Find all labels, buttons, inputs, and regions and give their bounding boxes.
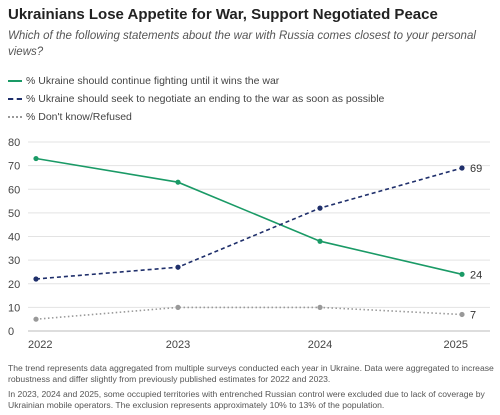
y-tick-label: 0: [8, 326, 14, 338]
legend-item: % Don't know/Refused: [8, 108, 384, 126]
series-line: [35, 167, 463, 280]
legend-swatch-dotted: [8, 116, 22, 118]
data-point: [317, 304, 323, 310]
y-tick-label: 30: [8, 255, 20, 267]
data-point: [459, 271, 465, 277]
data-point: [33, 155, 39, 162]
data-point: [175, 264, 181, 270]
x-tick-label: 2025: [444, 339, 468, 351]
legend-swatch-solid: [8, 80, 22, 82]
legend-label: % Ukraine should continue fighting until…: [26, 75, 280, 87]
series-line: [35, 157, 463, 276]
chart-title: Ukrainians Lose Appetite for War, Suppor…: [8, 6, 438, 23]
y-tick-label: 20: [8, 279, 20, 291]
x-tick-label: 2022: [28, 339, 52, 351]
y-tick-label: 50: [8, 208, 20, 220]
y-tick-label: 70: [8, 161, 20, 173]
data-point: [33, 316, 39, 322]
chart-subtitle: Which of the following statements about …: [8, 30, 476, 58]
data-point: [175, 304, 181, 310]
y-tick-label: 40: [8, 232, 20, 244]
legend-swatch-dashed: [8, 98, 22, 100]
legend-label: % Ukraine should seek to negotiate an en…: [26, 93, 385, 105]
y-tick-label: 10: [8, 302, 20, 314]
data-point: [459, 165, 465, 171]
line-chart: 0 10 20 30 40 50 60 70 80 2022 2023 2024 2025 24 69 7: [8, 137, 490, 351]
legend-item: % Ukraine should continue fighting until…: [8, 72, 384, 90]
data-point: [317, 238, 323, 244]
note-2: In 2023, 2024 and 2025, some occupied te…: [8, 389, 485, 410]
data-point: [175, 179, 181, 185]
data-point: [317, 205, 323, 211]
end-label: 69: [470, 163, 482, 175]
legend: % Ukraine should continue fighting until…: [8, 72, 384, 126]
chart-notes: The trend represents data aggregated fro…: [8, 363, 494, 415]
note-1: The trend represents data aggregated fro…: [8, 363, 494, 384]
end-label: 7: [470, 309, 476, 321]
data-point: [33, 276, 39, 282]
y-tick-label: 60: [8, 184, 20, 196]
x-tick-label: 2024: [308, 339, 332, 351]
legend-label: % Don't know/Refused: [26, 111, 132, 123]
series-line: [35, 306, 463, 320]
y-tick-label: 80: [8, 137, 20, 149]
data-point: [459, 311, 465, 318]
x-tick-label: 2023: [166, 339, 190, 351]
end-label: 24: [470, 269, 482, 281]
legend-item: % Ukraine should seek to negotiate an en…: [8, 90, 384, 108]
